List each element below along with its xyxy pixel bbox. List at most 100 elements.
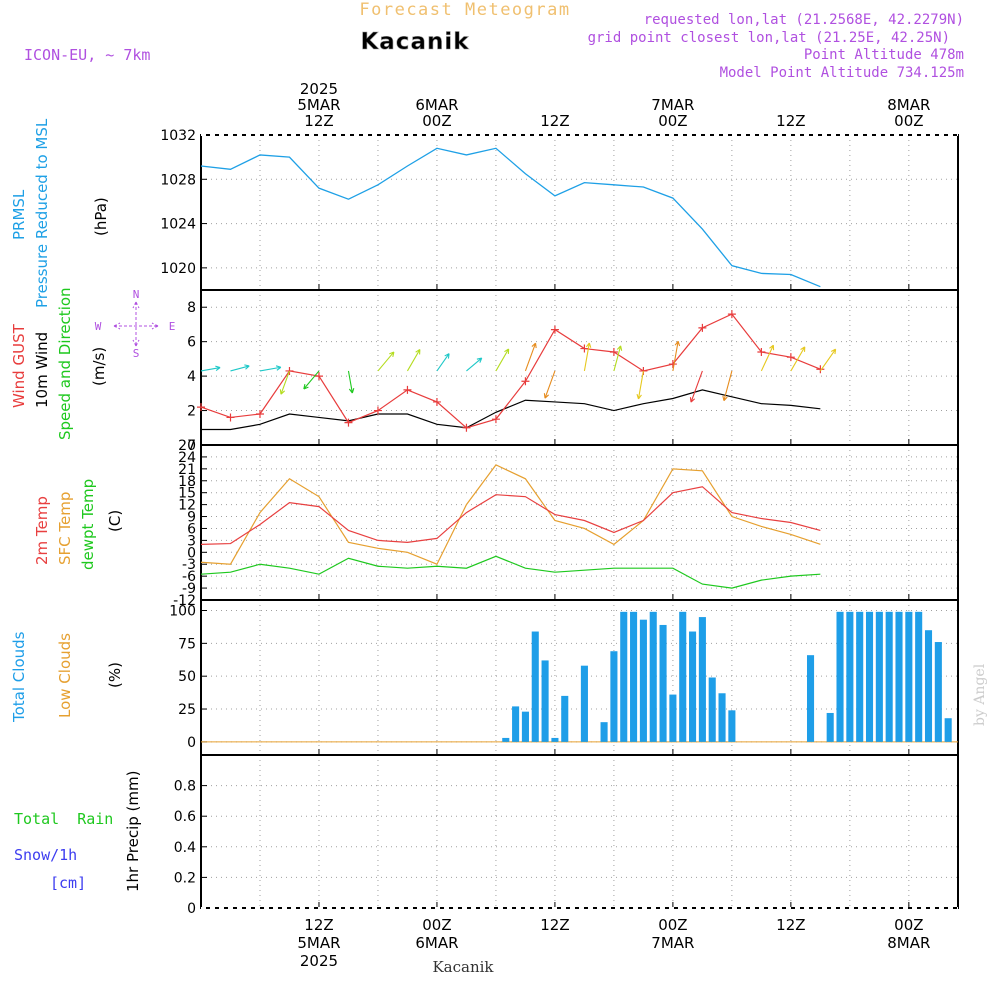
low-clouds-label: Low Clouds — [56, 633, 74, 718]
cloud-bar — [875, 611, 883, 742]
wind-10m-label: 10m Wind — [33, 332, 51, 408]
ytick-label: 0 — [187, 438, 196, 454]
temp-unit: (C) — [106, 510, 124, 532]
cloud-labels: Total Clouds Low Clouds (%) — [10, 631, 124, 723]
wind-arrow-icon — [436, 353, 450, 372]
wind-unit: (m/s) — [90, 347, 108, 386]
temp-dewpt-label: dewpt Temp — [79, 479, 97, 570]
precip-panel: 0 0.2 0.4 0.6 0.8 — [174, 754, 959, 917]
snow-label: Snow/1h — [14, 846, 77, 864]
wind-arrow-icon — [524, 342, 537, 372]
ytick-label: 0.8 — [174, 779, 196, 795]
cloud-bar — [895, 611, 903, 742]
pressure-unit: (hPa) — [92, 197, 110, 236]
top-time-label: 8MAR — [887, 96, 930, 114]
cloud-bar — [512, 706, 520, 742]
bottom-time-label: 6MAR — [415, 934, 458, 952]
wind-arrow-icon — [200, 365, 221, 372]
top-time-label: 5MAR — [297, 96, 340, 114]
gust-marker — [816, 365, 825, 374]
wind-panel: 0 2 4 6 8 — [187, 289, 959, 454]
cloud-bar — [639, 619, 647, 742]
top-time-label: 7MAR — [651, 96, 694, 114]
gust-marker — [727, 310, 736, 319]
gust-marker — [698, 323, 707, 332]
compass-s: S — [133, 347, 140, 360]
ytick-label: 6 — [187, 521, 196, 537]
ytick-label: 100 — [169, 604, 196, 620]
ytick-label: 15 — [178, 486, 196, 502]
precip-unit: 1hr Precip (mm) — [124, 771, 142, 892]
ytick-label: 24 — [178, 450, 196, 466]
ytick-label: 21 — [178, 462, 196, 478]
gust-marker — [373, 406, 382, 415]
compass-arrows-icon — [113, 301, 159, 347]
ytick-label: 6 — [187, 335, 196, 351]
gust-marker — [786, 353, 795, 362]
gust-marker — [757, 348, 766, 356]
cloud-bar — [865, 611, 874, 742]
bottom-time-label: 00Z — [422, 916, 451, 934]
wind-arrow-icon — [543, 370, 556, 399]
credit-watermark: by Angel — [972, 663, 988, 726]
bottom-time-label: 00Z — [894, 916, 923, 934]
bottom-time-label: 00Z — [658, 916, 687, 934]
wind-arrow-icon — [466, 357, 483, 372]
wind-arrow-icon — [230, 364, 250, 372]
gust-marker — [609, 348, 618, 356]
cloud-bar — [826, 712, 834, 742]
cloud-bar — [885, 611, 893, 742]
wind-arrow-icon — [406, 349, 421, 372]
point-altitude: Point Altitude 478m — [804, 47, 964, 63]
compass-n: N — [133, 288, 140, 301]
wind-arrow-icon — [790, 346, 806, 372]
gust-marker — [521, 377, 530, 386]
wind-speed-dir-label: Speed and Direction — [56, 287, 74, 440]
cloud-bar — [630, 611, 638, 742]
gust-marker — [491, 415, 500, 424]
top-time-label: 12Z — [304, 112, 333, 130]
cloud-bar — [934, 642, 942, 742]
gust-marker — [403, 385, 412, 394]
cloud-bar — [836, 611, 844, 742]
ytick-label: 4 — [187, 369, 196, 385]
clouds-panel-bg — [201, 600, 958, 755]
requested-coords: requested lon,lat (21.2568E, 42.2279N) — [644, 12, 964, 28]
ytick-label: 75 — [178, 636, 196, 652]
cloud-bar — [531, 631, 539, 742]
gust-marker — [255, 410, 264, 418]
cloud-bar — [659, 624, 667, 742]
cloud-bar — [551, 737, 559, 742]
top-time-label: 6MAR — [415, 96, 458, 114]
gust-marker — [580, 344, 589, 353]
bottom-time-label: 8MAR — [887, 934, 930, 952]
wind-arrow-icon — [636, 370, 644, 400]
sfc-temp-line — [200, 464, 821, 565]
cloud-bar — [806, 655, 815, 742]
wind-arrow-icon — [279, 370, 290, 395]
bottom-time-label: 12Z — [776, 916, 805, 934]
wind-panel-bg — [201, 290, 958, 445]
gust-marker — [668, 360, 677, 369]
ytick-label: 0 — [187, 901, 196, 917]
ytick-label: 2 — [187, 404, 196, 420]
wind-arrow-icon — [377, 351, 395, 372]
cloud-bar — [728, 710, 736, 742]
wind-arrow-icon — [819, 348, 837, 372]
precip-labels: Total Rain Snow/1h [cm] 1hr Precip (mm) — [14, 771, 142, 892]
cloud-bar — [915, 611, 923, 742]
total-clouds-label: Total Clouds — [10, 631, 28, 723]
pressure-panel: 1020 1024 1028 1032 — [160, 128, 959, 291]
temp-labels: 2m Temp SFC Temp dewpt Temp (C) — [33, 479, 124, 570]
cloud-bar — [521, 711, 529, 742]
ytick-label: -6 — [182, 569, 196, 585]
temp-panel-bg — [201, 445, 958, 600]
ytick-label: 12 — [178, 498, 196, 514]
wind-labels: Wind GUST 10m Wind Speed and Direction (… — [10, 287, 175, 440]
model-altitude: Model Point Altitude 734.125m — [720, 65, 964, 81]
cloud-bar — [718, 693, 726, 742]
